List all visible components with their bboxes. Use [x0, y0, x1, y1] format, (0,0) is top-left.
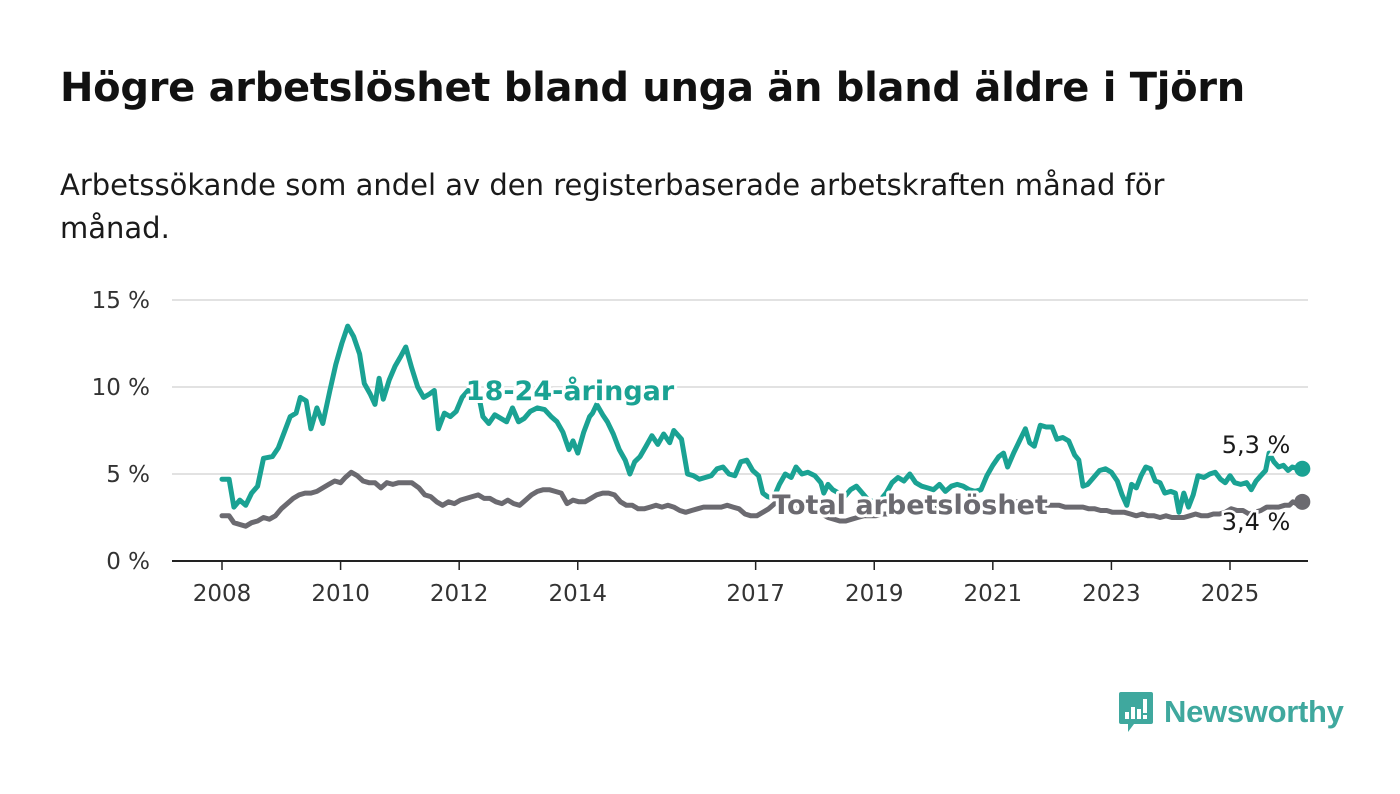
x-tick-label: 2014	[548, 581, 607, 607]
x-tick-label: 2008	[193, 581, 252, 607]
series-end-marker-1	[1294, 493, 1311, 510]
end-value-label-1: 3,4 %	[1222, 508, 1291, 536]
x-tick-label: 2017	[726, 581, 785, 607]
y-tick-label: 15 %	[92, 288, 150, 314]
series-line-1	[219, 469, 1305, 529]
chart-title: Högre arbetslöshet bland unga än bland ä…	[60, 65, 1245, 111]
x-tick-label: 2019	[845, 581, 904, 607]
x-tick-label: 2023	[1082, 581, 1141, 607]
series-line-0	[219, 323, 1305, 515]
bar-chart-speech-bubble-icon	[1119, 692, 1153, 732]
series-lines	[219, 323, 1311, 529]
x-tick-label: 2025	[1201, 581, 1260, 607]
newsworthy-logo: Newsworthy	[1118, 690, 1344, 734]
y-tick-label: 0 %	[106, 549, 150, 575]
y-tick-label: 5 %	[106, 462, 150, 488]
series-end-marker-0	[1294, 460, 1311, 477]
x-tick-label: 2010	[311, 581, 370, 607]
y-tick-label: 10 %	[92, 375, 150, 401]
y-axis-ticks: 0 % 5 % 10 % 15 %	[92, 288, 150, 575]
chart-subtitle: Arbetssökande som andel av den registerb…	[60, 168, 1165, 245]
brand-name: Newsworthy	[1164, 694, 1344, 729]
grid-lines	[172, 299, 1308, 562]
x-tick-label: 2021	[964, 581, 1023, 607]
x-tick-label: 2012	[430, 581, 489, 607]
series-label-1: Total arbetslöshet	[772, 490, 1048, 521]
x-axis-ticks: 2008 2010 2012 2014 2017 2019 2021 2023 2025	[193, 561, 1260, 607]
series-label-0: 18-24-åringar	[466, 375, 675, 407]
end-value-label-0: 5,3 %	[1222, 431, 1291, 459]
series-labels: 18-24-åringar Total arbetslöshet 5,3 % 3,4 …	[463, 372, 1293, 539]
